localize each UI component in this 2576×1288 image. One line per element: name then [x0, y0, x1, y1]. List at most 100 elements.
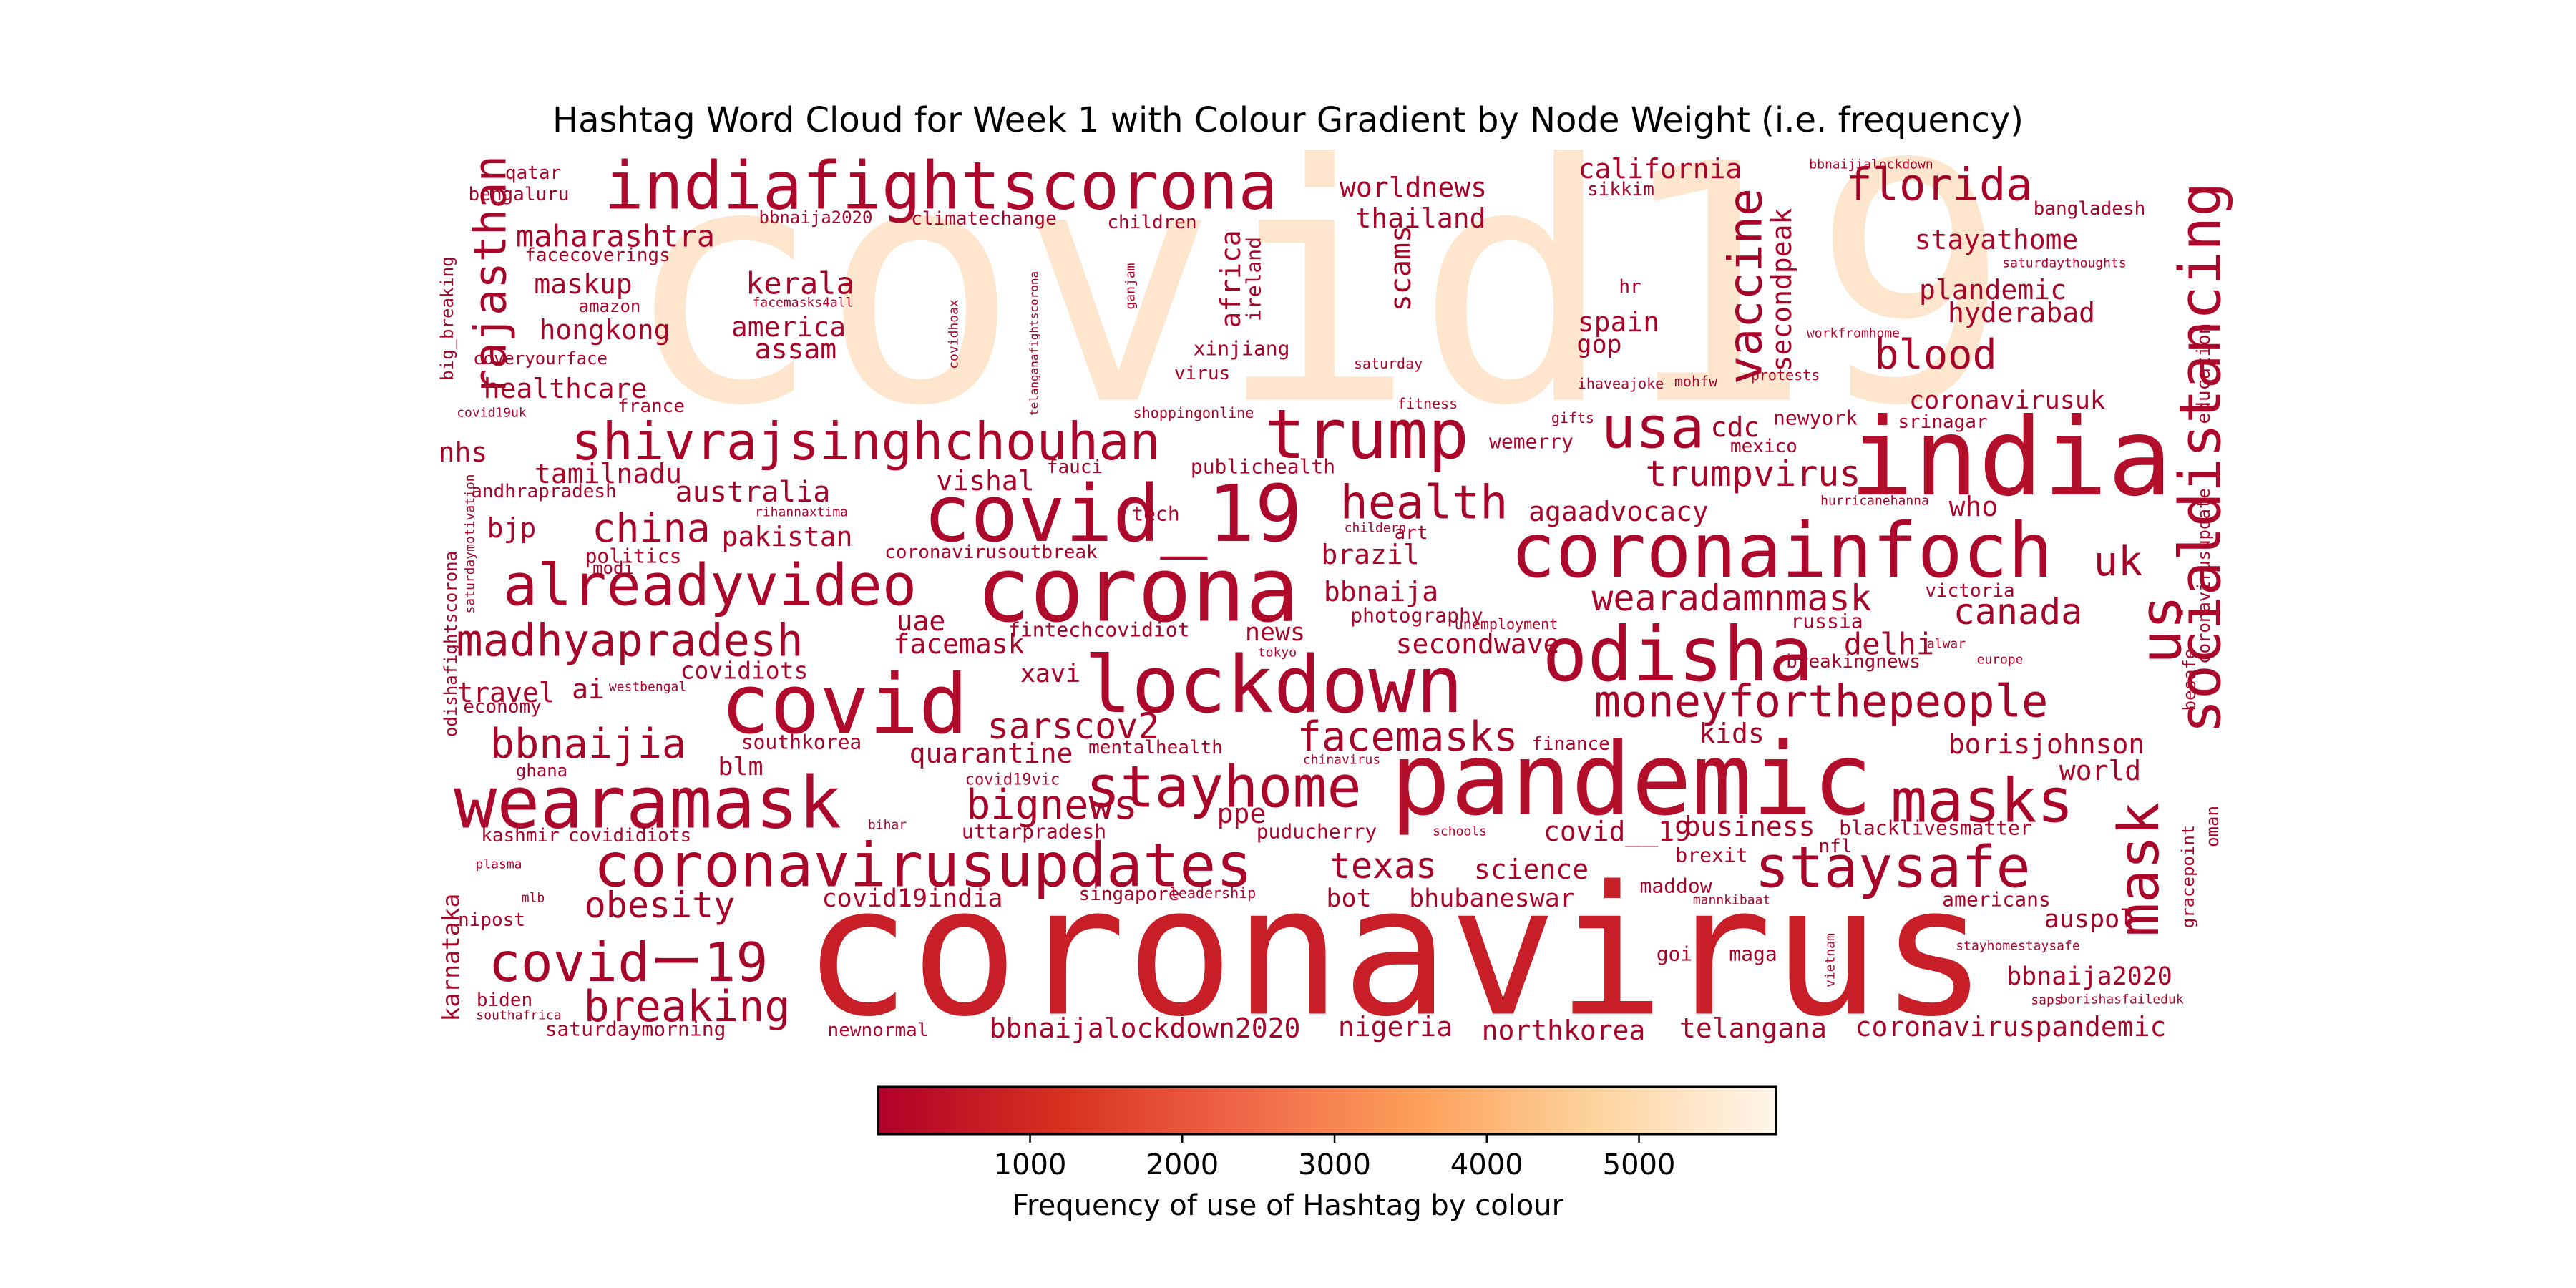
- word-brazil: brazil: [1321, 539, 1419, 570]
- word-gracepoint: gracepoint: [2178, 825, 2198, 929]
- word-coronavirusupdates: coronavirusupdates: [593, 831, 1252, 902]
- word-wearamask: wearamask: [454, 761, 841, 845]
- word-bangladesh: bangladesh: [2034, 198, 2146, 220]
- word-florida: florida: [1845, 159, 2032, 211]
- word-secondwave: secondwave: [1396, 628, 1560, 660]
- word-borishasfaileduk: borishasfaileduk: [2059, 992, 2184, 1008]
- word-maharashtra: maharashtra: [516, 219, 715, 254]
- word-qatar: qatar: [505, 162, 561, 184]
- colorbar-ticks: 1000 2000 3000 4000 5000: [994, 1134, 1675, 1181]
- word-oman: oman: [2202, 806, 2223, 847]
- word-saturdaythoughts: saturdaythoughts: [2002, 256, 2126, 271]
- word-science: science: [1474, 854, 1589, 885]
- word-who: who: [1949, 491, 1999, 522]
- word-finance: finance: [1531, 733, 1610, 755]
- word-bbnaija2020: bbnaija2020: [759, 208, 873, 228]
- word-odisha: odisha: [1542, 611, 1813, 698]
- word-vietnam: vietnam: [1823, 933, 1838, 987]
- word-maddow: maddow: [1639, 874, 1712, 898]
- word-facecoverings: facecoverings: [525, 245, 670, 266]
- word-coronavirus: coronavirus: [803, 848, 1988, 1056]
- word-nfl: nfl: [1819, 836, 1853, 857]
- word-facemasks4all: facemasks4all: [753, 296, 854, 311]
- word-canada: canada: [1953, 591, 2083, 633]
- word-southkorea: southkorea: [741, 731, 862, 754]
- word-trump: trump: [1264, 396, 1469, 474]
- word-cdc: cdc: [1711, 411, 1760, 443]
- word-covid-19: covid__19: [1543, 816, 1691, 848]
- word-pakistan: pakistan: [721, 521, 852, 552]
- word-fauci: fauci: [1047, 457, 1103, 478]
- word-virus: virus: [1174, 363, 1230, 384]
- word-scams: scams: [1385, 225, 1418, 311]
- word-sikkim: sikkim: [1587, 179, 1654, 200]
- word-blacklivesmatter: blacklivesmatter: [1839, 816, 2032, 840]
- word-newyork: newyork: [1773, 406, 1858, 430]
- word-nhs: nhs: [439, 436, 488, 468]
- word-hurricanehanna: hurricanehanna: [1820, 494, 1929, 509]
- word-mask: mask: [2107, 802, 2172, 937]
- word-healthcare: healthcare: [484, 373, 648, 404]
- word-bjp: bjp: [487, 512, 537, 544]
- word-covidhoax: covidhoax: [947, 299, 962, 369]
- word-tokyo: tokyo: [1258, 645, 1297, 660]
- word-telangana: telangana: [1679, 1013, 1827, 1044]
- word-biden: biden: [477, 990, 532, 1011]
- word-leadership: leadership: [1170, 884, 1256, 902]
- word-unemployment: unemployment: [1455, 615, 1558, 633]
- word-shoppingonline: shoppingonline: [1133, 404, 1254, 421]
- word-covidiot: covidiot: [1093, 618, 1190, 642]
- word-bbnaija2020: bbnaija2020: [2006, 962, 2172, 991]
- colorbar-tick-label: 2000: [1146, 1148, 1219, 1181]
- word-alwar: alwar: [1927, 637, 1966, 652]
- word-bhubaneswar: bhubaneswar: [1409, 884, 1575, 913]
- word-wemerry: wemerry: [1489, 430, 1574, 454]
- word-photography: photography: [1350, 604, 1483, 628]
- word-tamilnadu: tamilnadu: [535, 458, 682, 489]
- word-thailand: thailand: [1355, 203, 1485, 234]
- word-politics: politics: [585, 545, 682, 568]
- word-maskup: maskup: [534, 268, 632, 300]
- word-brexit: brexit: [1675, 844, 1747, 867]
- word-covid19uk: covid19uk: [457, 406, 527, 421]
- word-bengaluru: bengaluru: [469, 184, 570, 205]
- word-quarantine: quarantine: [909, 738, 1073, 769]
- chart-title: Hashtag Word Cloud for Week 1 with Colou…: [552, 100, 2024, 140]
- colorbar-tick-label: 4000: [1450, 1148, 1523, 1181]
- word-kerala: kerala: [746, 266, 854, 301]
- word-assam: assam: [755, 333, 836, 365]
- word-coronavirusoutbreak: coronavirusoutbreak: [884, 542, 1098, 563]
- word-wearadamnmask: wearadamnmask: [1591, 577, 1871, 619]
- colorbar-gradient: [877, 1085, 1777, 1136]
- word-modi: modi: [592, 558, 634, 578]
- word-california: california: [1579, 153, 1742, 185]
- word-covid: covid: [721, 657, 968, 753]
- word-masks: masks: [1890, 766, 2074, 837]
- word-india: india: [1849, 396, 2172, 520]
- word-westbengal: westbengal: [609, 680, 686, 695]
- word-pandemic: pandemic: [1390, 722, 1873, 839]
- word-bbnaijalockdown2020: bbnaijalockdown2020: [990, 1013, 1301, 1044]
- word-childern: childern: [1345, 521, 1407, 536]
- word-goi: goi: [1657, 942, 1693, 966]
- word-coronainfoch: coronainfoch: [1511, 507, 2054, 595]
- word-nigeria: nigeria: [1338, 1011, 1453, 1043]
- word-health: health: [1340, 477, 1508, 530]
- word-publichealth: publichealth: [1191, 455, 1335, 479]
- word-amazon: amazon: [579, 296, 641, 316]
- word-plasma: plasma: [475, 857, 522, 872]
- word-uk: uk: [2094, 538, 2143, 585]
- word-worldnews: worldnews: [1340, 172, 1487, 203]
- word-puducherry: puducherry: [1257, 820, 1377, 844]
- word-uae: uae: [897, 605, 946, 637]
- word-shivrajsinghchouhan: shivrajsinghchouhan: [571, 411, 1161, 472]
- word-telanganafightscorona: telanganafightscorona: [1028, 271, 1041, 416]
- word-nipost: nipost: [458, 909, 525, 931]
- word-stayhome: stayhome: [1085, 754, 1361, 821]
- word-trumpvirus: trumpvirus: [1645, 453, 1860, 494]
- word-delhi: delhi: [1844, 627, 1934, 662]
- word-hr: hr: [1619, 276, 1641, 298]
- word-borisjohnson: borisjohnson: [1948, 728, 2145, 760]
